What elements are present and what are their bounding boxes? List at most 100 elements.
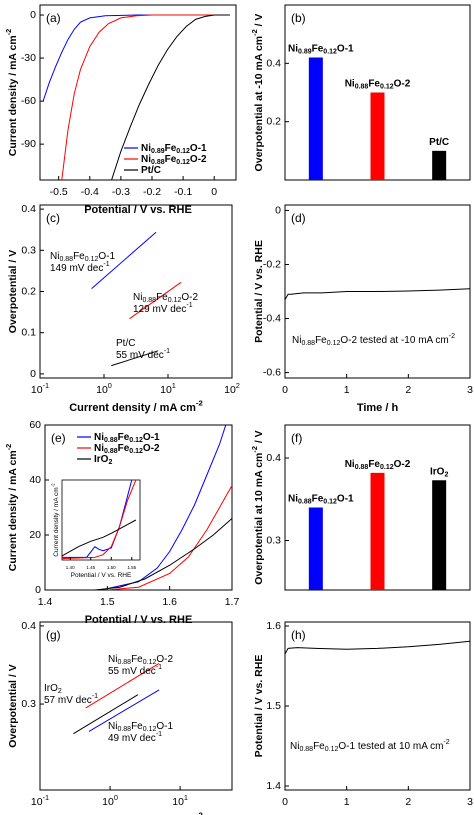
text-part: -1 xyxy=(156,664,162,671)
text-part: 0.88 xyxy=(117,726,131,733)
text-part: Fe xyxy=(315,335,327,346)
text-part: O-1 xyxy=(190,143,207,154)
bar-label: Ni0.89Fe0.12O-1 xyxy=(288,43,354,55)
text-part: Ni xyxy=(133,292,142,303)
y-tick-label: 0.4 xyxy=(21,620,36,632)
inset-x-axis-label: Potential / V vs. RHE xyxy=(71,572,132,579)
text-part: -0.1 xyxy=(174,186,192,198)
text-part: Potential / V vs. RHE xyxy=(71,572,132,579)
text-part: Time / h xyxy=(357,814,399,815)
text-part: Fe xyxy=(165,154,177,165)
text-part: Current density / mA cm xyxy=(69,814,196,815)
annotation: Ni0.88Fe0.12O-1 tested at 10 mA cm-2 xyxy=(290,739,450,753)
x-axis-label: Time / h xyxy=(357,402,399,414)
text-part: 0.12 xyxy=(85,256,99,263)
legend-label: IrO2 xyxy=(94,454,112,466)
text-part: 0 xyxy=(108,381,112,390)
text-part: 0.4 xyxy=(266,452,281,464)
y-tick-label: 0.3 xyxy=(21,244,36,256)
x-tick-label: 0 xyxy=(282,796,288,808)
data-line xyxy=(285,640,470,655)
x-tick-label: 2 xyxy=(405,796,411,808)
text-part: 0.4 xyxy=(21,620,36,632)
data-line xyxy=(107,485,232,590)
text-part: IrO xyxy=(94,454,109,465)
text-part: -1 xyxy=(186,302,192,309)
x-tick-label: 1.4 xyxy=(38,596,53,608)
text-part: -2 xyxy=(250,446,259,453)
text-part: Current density / mA cm xyxy=(69,402,196,414)
y-tick-label: 1.4 xyxy=(266,780,281,792)
text-part: 0.2 xyxy=(21,285,36,297)
legend-label: Ni0.88Fe0.12O-2 xyxy=(141,154,207,166)
x-axis-label: Current density / mA cm-2 xyxy=(69,811,203,815)
x-axis-label: Potential / V vs. RHE xyxy=(85,614,193,626)
x-tick-label: 0 xyxy=(211,186,217,198)
text-part: 10 xyxy=(160,384,172,396)
text-part: 0 xyxy=(211,186,217,198)
plot-frame xyxy=(39,621,233,791)
text-part: 0.3 xyxy=(21,244,36,256)
annotation: Ni0.88Fe0.12O-2 tested at -10 mA cm-2 xyxy=(292,333,455,347)
y-tick-label: 40 xyxy=(29,474,41,486)
y-tick-label: 0.3 xyxy=(266,534,281,546)
text-part: O-2 xyxy=(190,154,207,165)
text-part: 49 mV dec xyxy=(108,733,156,744)
x-axis-label: Potential / V vs. RHE xyxy=(84,204,192,216)
text-part: 0.88 xyxy=(355,83,369,90)
x-tick-label: 1.6 xyxy=(162,596,177,608)
x-tick-label: 100 xyxy=(102,793,118,808)
text-part: -2 xyxy=(4,29,13,36)
text-part: Potential / V vs. RHE xyxy=(253,655,265,758)
text-part: Time / h xyxy=(357,402,399,414)
text-part: O-2 xyxy=(394,458,411,469)
text-part: Fe xyxy=(368,458,380,469)
text-part: -0.4 xyxy=(81,186,99,198)
data-line xyxy=(42,14,230,102)
text-part: 0.88 xyxy=(104,448,118,455)
plot-frame xyxy=(284,621,471,791)
text-part: -2 xyxy=(4,444,13,451)
bar-label: Ni0.88Fe0.12O-2 xyxy=(345,78,411,90)
text-part: / V xyxy=(253,14,265,30)
x-axis-label: Current density / mA cm-2 xyxy=(69,399,203,414)
text-part: 60 xyxy=(29,419,41,431)
text-part: 1 xyxy=(172,381,176,390)
text-part: -1 xyxy=(92,693,98,700)
annotation: 49 mV dec-1 xyxy=(108,731,162,744)
y-tick-label: -30 xyxy=(21,52,36,64)
inset-background xyxy=(61,479,141,561)
text-part: -2 xyxy=(196,811,203,815)
bar xyxy=(432,150,447,180)
panel-label: (f) xyxy=(291,431,302,445)
text-part: Ni xyxy=(345,78,355,89)
text-part: 0.88 xyxy=(301,340,315,347)
data-line xyxy=(285,288,470,300)
text-part: 0.89 xyxy=(151,148,165,155)
text-part: 1.5 xyxy=(266,700,281,712)
text-part: 0.88 xyxy=(59,256,73,263)
text-part: 0.12 xyxy=(176,159,190,166)
text-part: 2 xyxy=(405,384,411,396)
annotation: Pt/C xyxy=(116,338,135,349)
y-tick-label: -0.6 xyxy=(263,366,281,378)
y-tick-label: 60 xyxy=(29,419,41,431)
text-part: 55 mV dec xyxy=(116,350,164,361)
text-part: O-2 xyxy=(181,292,198,303)
y-tick-label: 0 xyxy=(275,204,281,216)
text-part: Ni xyxy=(345,458,355,469)
bar xyxy=(308,507,323,590)
panel-label: (e) xyxy=(51,431,66,445)
x-tick-label: 101 xyxy=(172,793,188,808)
text-part: O-2 xyxy=(143,443,160,454)
inset-x-tick-label: 1.40 xyxy=(66,565,75,570)
text-part: (f) xyxy=(291,431,302,445)
text-part: Ni xyxy=(288,43,298,54)
text-part: 0.12 xyxy=(176,148,190,155)
text-part: Overpotential / V xyxy=(7,664,19,747)
text-part: -0.5 xyxy=(50,186,68,198)
text-part: -0.4 xyxy=(263,312,281,324)
panel-label: (g) xyxy=(46,628,61,642)
text-part: 10 xyxy=(96,384,108,396)
data-line xyxy=(61,14,230,180)
